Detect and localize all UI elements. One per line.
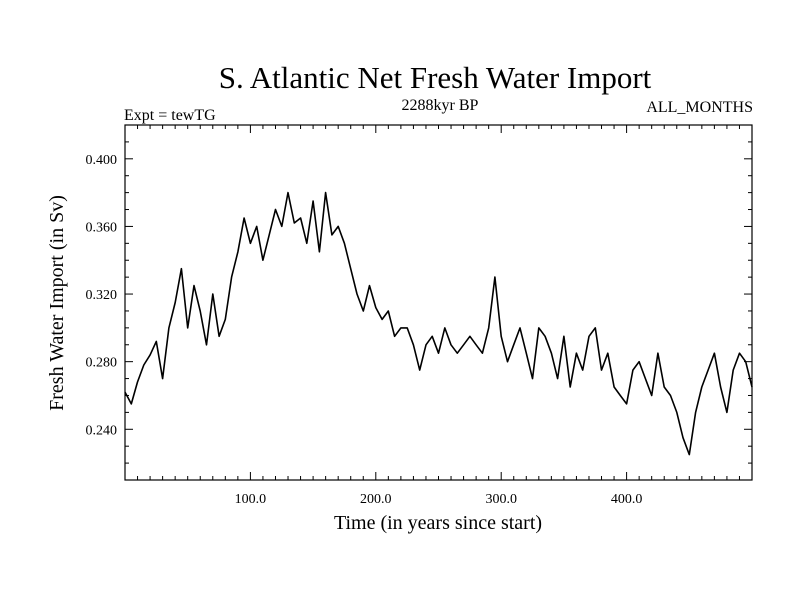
series-layer [124, 191, 753, 456]
x-axis-label: Time (in years since start) [334, 512, 542, 534]
x-axis: 100.0 200.0 300.0 400.0 [137, 125, 740, 507]
series-line [124, 191, 753, 456]
y-tick-label: 0.240 [86, 423, 118, 438]
y-tick-label: 0.400 [86, 153, 118, 168]
y-tick-label: 0.320 [86, 288, 118, 303]
x-tick-label: 200.0 [360, 492, 392, 507]
months-label: ALL_MONTHS [646, 99, 753, 116]
x-tick-label: 400.0 [611, 492, 643, 507]
x-tick-label: 100.0 [235, 492, 267, 507]
y-axis: 0.240 0.280 0.320 0.360 0.400 [86, 141, 752, 481]
chart-title: S. Atlantic Net Fresh Water Import [219, 60, 652, 95]
y-tick-label: 0.360 [86, 220, 118, 235]
period-label: 2288kyr BP [402, 97, 479, 114]
experiment-label: Expt = tewTG [124, 107, 216, 124]
y-axis-label: Fresh Water Import (in Sv) [46, 195, 68, 411]
x-tick-label: 300.0 [485, 492, 517, 507]
plot-frame [124, 124, 753, 481]
y-tick-label: 0.280 [86, 356, 118, 371]
